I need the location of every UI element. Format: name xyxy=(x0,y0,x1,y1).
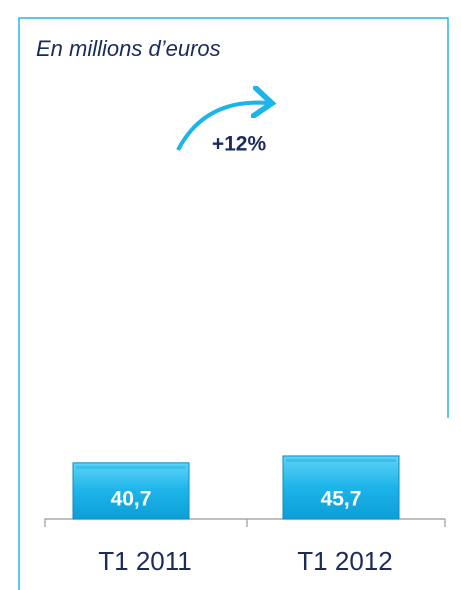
bar xyxy=(282,455,400,520)
x-tick-label: T1 2012 xyxy=(297,546,392,576)
value-label: 40,7 xyxy=(111,488,152,511)
bar-color xyxy=(286,458,396,462)
bar-color xyxy=(76,465,186,469)
annotation: +12% xyxy=(212,133,267,156)
frame xyxy=(18,17,449,590)
bar xyxy=(72,462,190,520)
value-label: 45,7 xyxy=(321,488,362,511)
growth-arrow xyxy=(176,103,268,151)
x-tick-label: T1 2011 xyxy=(98,546,191,576)
axis xyxy=(44,518,446,527)
subtitle: En millions d’euros xyxy=(36,36,221,61)
